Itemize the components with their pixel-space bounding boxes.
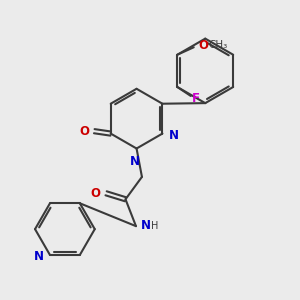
Text: F: F [192, 92, 200, 105]
Text: H: H [152, 220, 159, 230]
Text: O: O [79, 125, 89, 138]
Text: N: N [130, 155, 140, 168]
Text: N: N [141, 219, 151, 232]
Text: O: O [91, 187, 101, 200]
Text: CH₃: CH₃ [209, 40, 228, 50]
Text: N: N [169, 129, 179, 142]
Text: O: O [199, 39, 209, 52]
Text: N: N [34, 250, 44, 263]
